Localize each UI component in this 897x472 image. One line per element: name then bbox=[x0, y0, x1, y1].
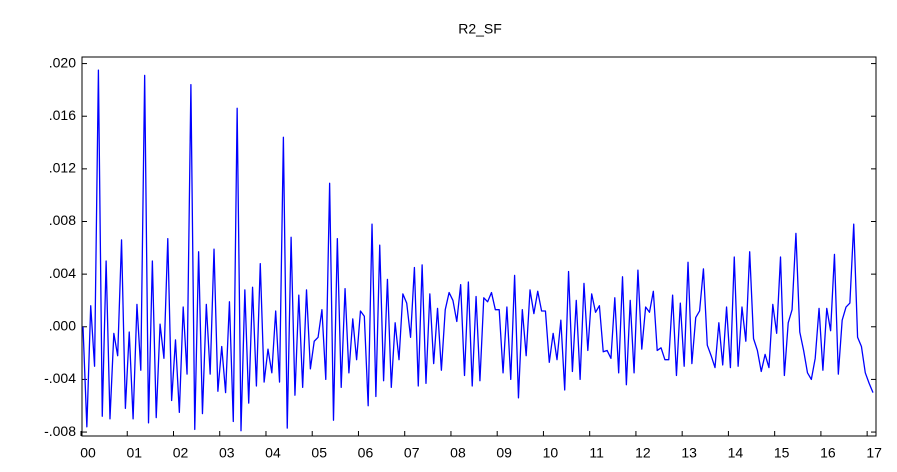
x-tick-label: 17 bbox=[866, 445, 882, 461]
y-tick-label: .020 bbox=[49, 54, 76, 70]
x-tick-label: 13 bbox=[681, 445, 697, 461]
series-line bbox=[82, 69, 874, 432]
y-tick-label: -.008 bbox=[44, 423, 76, 439]
x-tick-label: 15 bbox=[774, 445, 790, 461]
x-tick-label: 10 bbox=[543, 445, 559, 461]
x-tick-label: 02 bbox=[173, 445, 189, 461]
plot-frame bbox=[81, 56, 877, 437]
x-tick-label: 07 bbox=[404, 445, 420, 461]
x-tick-label: 04 bbox=[265, 445, 281, 461]
x-tick-label: 14 bbox=[728, 445, 744, 461]
x-tick-label: 05 bbox=[311, 445, 327, 461]
x-tick-label: 11 bbox=[589, 445, 604, 461]
y-tick-label: .000 bbox=[49, 317, 76, 333]
x-tick-label: 00 bbox=[80, 445, 96, 461]
x-tick-label: 12 bbox=[635, 445, 651, 461]
chart-title: R2_SF bbox=[458, 21, 502, 37]
y-tick-label: -.004 bbox=[44, 370, 76, 386]
y-tick-label: .016 bbox=[49, 107, 76, 123]
x-tick-label: 08 bbox=[450, 445, 466, 461]
x-tick-label: 16 bbox=[820, 445, 836, 461]
y-tick-label: .012 bbox=[49, 160, 76, 176]
x-tick-label: 09 bbox=[496, 445, 512, 461]
x-tick-label: 06 bbox=[358, 445, 374, 461]
y-tick-label: .008 bbox=[49, 212, 76, 228]
x-tick-label: 01 bbox=[126, 445, 142, 461]
y-tick-label: .004 bbox=[49, 265, 76, 281]
x-tick-label: 03 bbox=[219, 445, 235, 461]
